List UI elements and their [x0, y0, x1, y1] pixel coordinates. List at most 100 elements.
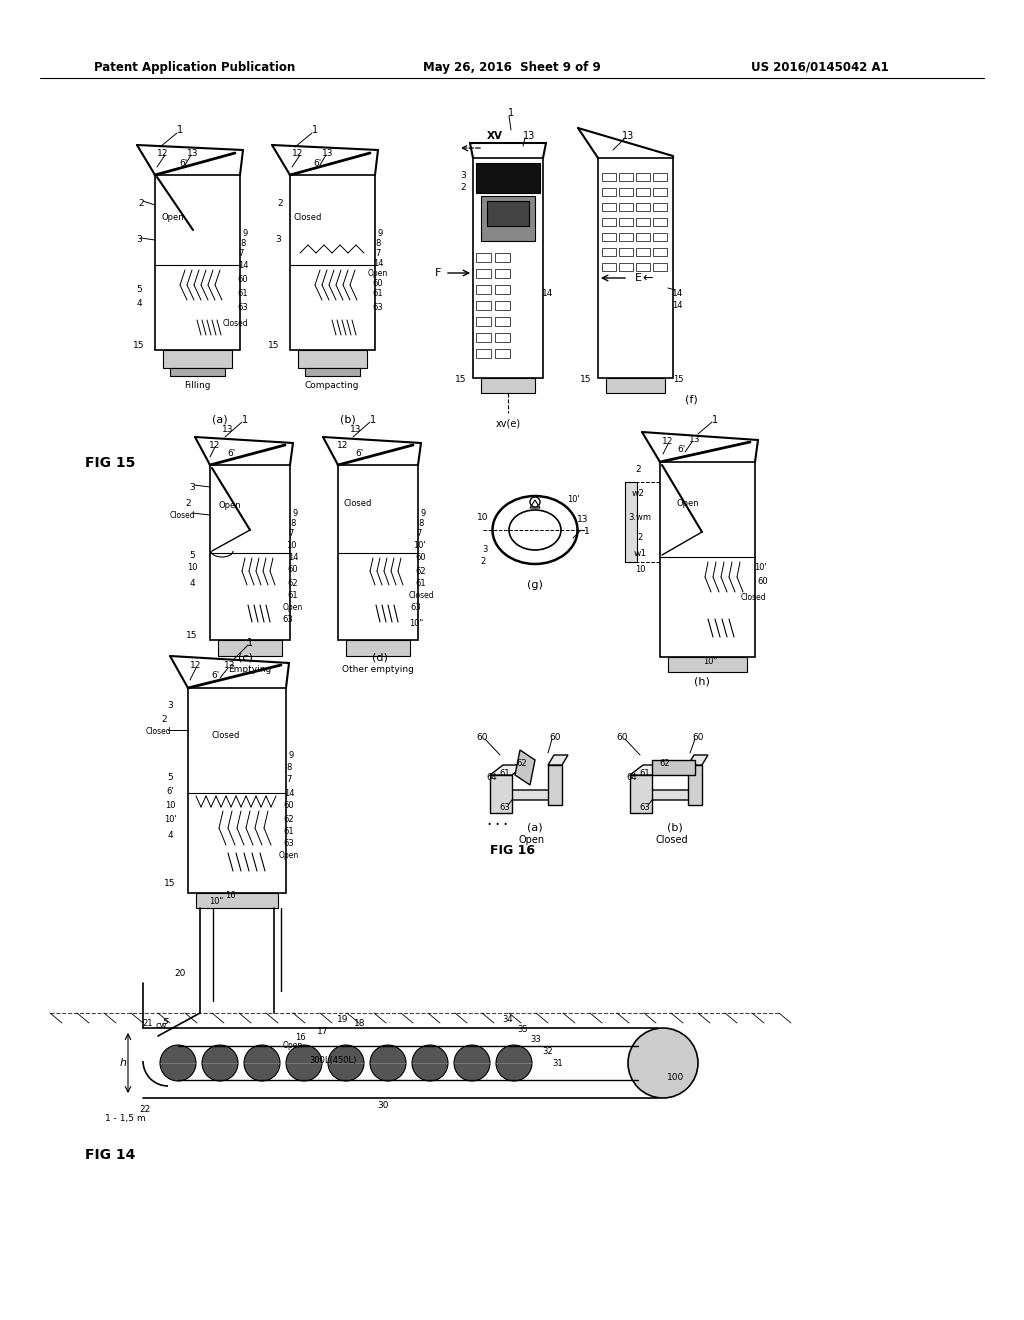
- Circle shape: [160, 1045, 196, 1081]
- Text: 62: 62: [288, 578, 298, 587]
- Text: 15: 15: [133, 341, 144, 350]
- Text: 34: 34: [503, 1015, 513, 1024]
- Text: 63: 63: [411, 603, 421, 612]
- Text: 100: 100: [668, 1073, 685, 1082]
- Text: 7: 7: [376, 248, 381, 257]
- Text: (f): (f): [685, 395, 697, 405]
- Bar: [653, 203, 667, 211]
- Text: 2: 2: [185, 499, 190, 507]
- Circle shape: [328, 1045, 364, 1081]
- Text: 1 - 1,5 m: 1 - 1,5 m: [104, 1114, 145, 1122]
- Text: F: F: [435, 268, 441, 279]
- Text: 10: 10: [286, 540, 296, 549]
- Ellipse shape: [509, 510, 561, 550]
- Text: FIG 15: FIG 15: [85, 455, 135, 470]
- Text: 62: 62: [284, 816, 294, 825]
- Text: 1: 1: [247, 638, 253, 648]
- Text: 8: 8: [241, 239, 246, 248]
- Bar: [155, 176, 240, 350]
- Text: 10: 10: [186, 564, 198, 573]
- Text: 35: 35: [518, 1026, 528, 1035]
- Text: 63: 63: [238, 302, 249, 312]
- Bar: [602, 248, 616, 256]
- Text: 10': 10': [566, 495, 580, 504]
- Bar: [618, 263, 633, 271]
- Text: (b): (b): [667, 822, 683, 832]
- Circle shape: [496, 1045, 532, 1081]
- Text: 12: 12: [158, 149, 169, 157]
- Text: Open: Open: [368, 268, 388, 277]
- Bar: [653, 248, 667, 256]
- Bar: [290, 176, 375, 350]
- Bar: [338, 465, 418, 640]
- Text: 9: 9: [421, 508, 426, 517]
- Text: (b): (b): [340, 414, 356, 425]
- Text: 60: 60: [616, 733, 628, 742]
- Text: 14: 14: [238, 260, 248, 269]
- Text: 10': 10': [413, 540, 425, 549]
- Text: Closed: Closed: [740, 593, 766, 602]
- Text: 3: 3: [275, 235, 281, 244]
- Text: 10: 10: [165, 801, 175, 810]
- Text: FIG 14: FIG 14: [85, 1148, 135, 1162]
- Bar: [598, 158, 673, 378]
- Text: 7: 7: [289, 528, 294, 537]
- Text: w1: w1: [634, 549, 646, 558]
- Polygon shape: [652, 760, 695, 775]
- Text: 6': 6': [212, 672, 220, 681]
- Polygon shape: [490, 766, 525, 775]
- Text: 5: 5: [136, 285, 142, 294]
- Text: 4: 4: [189, 578, 195, 587]
- Text: 16: 16: [295, 1034, 305, 1043]
- Text: 62: 62: [517, 759, 527, 767]
- Bar: [636, 263, 650, 271]
- Text: 9: 9: [378, 228, 383, 238]
- Bar: [602, 203, 616, 211]
- Bar: [653, 218, 667, 226]
- Circle shape: [530, 498, 540, 507]
- Bar: [487, 201, 529, 226]
- Text: 10: 10: [635, 565, 645, 574]
- Text: h: h: [120, 1059, 127, 1068]
- Text: (h): (h): [694, 677, 710, 686]
- Text: Closed: Closed: [409, 590, 434, 599]
- Circle shape: [244, 1045, 280, 1081]
- Text: 15: 15: [673, 375, 683, 384]
- Text: 1: 1: [370, 414, 376, 425]
- Text: 7: 7: [239, 248, 244, 257]
- Text: 21: 21: [142, 1019, 154, 1027]
- Text: 61: 61: [284, 828, 294, 837]
- Text: (c): (c): [238, 653, 253, 663]
- Text: (d): (d): [372, 653, 388, 663]
- Text: 2: 2: [460, 183, 466, 193]
- Text: 7: 7: [287, 776, 292, 784]
- Text: 2: 2: [637, 532, 643, 541]
- Text: Filling: Filling: [183, 380, 210, 389]
- Bar: [602, 234, 616, 242]
- Text: (g): (g): [527, 579, 543, 590]
- Text: Closed: Closed: [222, 318, 248, 327]
- Text: 13: 13: [689, 436, 700, 445]
- Text: 61: 61: [288, 590, 298, 599]
- Text: Closed: Closed: [169, 511, 195, 520]
- Bar: [653, 263, 667, 271]
- Text: E: E: [635, 273, 641, 282]
- Text: 3: 3: [167, 701, 173, 710]
- Text: 12: 12: [337, 441, 349, 450]
- Text: 61: 61: [640, 768, 650, 777]
- Text: .: .: [486, 810, 492, 829]
- Text: s: s: [163, 1016, 169, 1026]
- Text: 8: 8: [287, 763, 292, 772]
- Polygon shape: [688, 766, 702, 805]
- Text: Open: Open: [283, 602, 303, 611]
- Polygon shape: [515, 750, 535, 785]
- Text: 13: 13: [523, 131, 536, 141]
- Text: 10": 10": [209, 896, 223, 906]
- Bar: [210, 465, 290, 640]
- Text: Patent Application Publication: Patent Application Publication: [94, 61, 296, 74]
- Text: 5: 5: [189, 550, 195, 560]
- Text: .: .: [495, 810, 500, 829]
- Text: 3: 3: [189, 483, 195, 491]
- Text: 60: 60: [549, 733, 561, 742]
- Bar: [298, 350, 367, 368]
